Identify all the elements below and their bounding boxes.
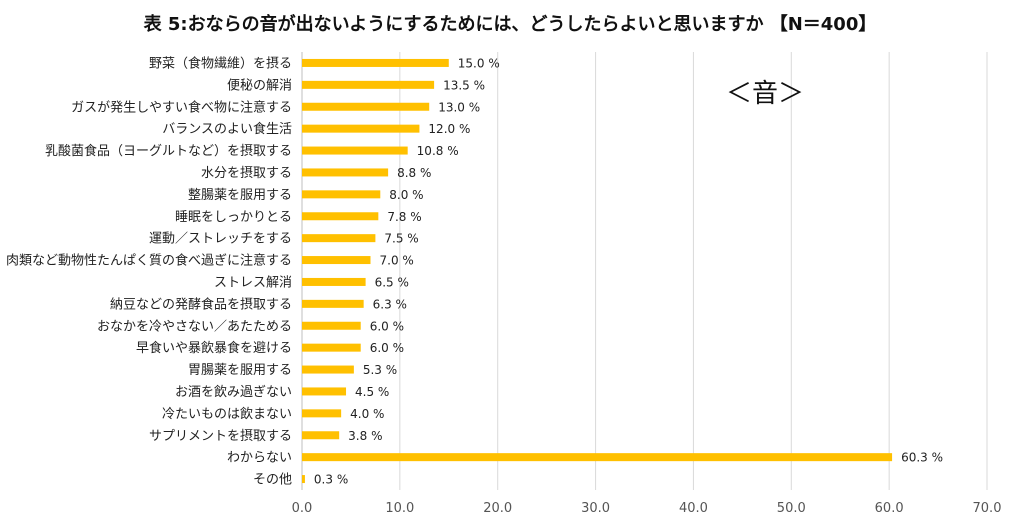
- bar: [302, 80, 435, 89]
- bar: [302, 475, 305, 484]
- category-label: 野菜（食物繊維）を摂る: [149, 55, 292, 71]
- bar: [302, 190, 381, 199]
- category-label: ストレス解消: [214, 275, 292, 290]
- category-label: 水分を摂取する: [201, 165, 292, 181]
- bar: [302, 146, 408, 155]
- x-tick-label: 0.0: [292, 501, 313, 516]
- value-label: 60.3 %: [901, 451, 943, 465]
- value-label: 13.5 %: [443, 78, 485, 92]
- x-axis-ticks: 0.0 10.0 20.0 30.0 40.0 50.0 60.0 70.0: [292, 501, 1002, 516]
- category-label: その他: [253, 473, 292, 488]
- bar: [302, 299, 364, 308]
- value-label: 8.8 %: [397, 166, 431, 180]
- category-label: バランスのよい食生活: [162, 121, 292, 137]
- value-labels: 15.0 % 13.5 % 13.0 % 12.0 % 10.8 % 8.8 % 8.0 %…: [314, 56, 943, 486]
- category-labels: 野菜（食物繊維）を摂る便秘の解消ガスが発生しやすい食べ物に注意するバランスのよい…: [6, 55, 292, 487]
- x-tick-label: 40.0: [679, 501, 708, 516]
- bar: [302, 453, 893, 462]
- bar: [302, 321, 361, 330]
- value-label: 12.0 %: [428, 122, 470, 136]
- chart-annotation: ＜音＞: [726, 79, 804, 109]
- x-tick-label: 70.0: [973, 501, 1002, 516]
- bar: [302, 256, 371, 265]
- bar: [302, 168, 389, 177]
- bar: [302, 409, 342, 418]
- value-label: 3.8 %: [348, 429, 382, 443]
- category-label: わからない: [227, 451, 292, 466]
- value-label: 13.0 %: [438, 100, 480, 114]
- category-label: 睡眠をしっかりとる: [175, 210, 292, 225]
- bar: [302, 365, 354, 374]
- value-label: 4.5 %: [355, 385, 389, 399]
- value-label: 6.3 %: [373, 297, 407, 311]
- category-label: ガスが発生しやすい食べ物に注意する: [71, 99, 292, 115]
- category-label: 整腸薬を服用する: [188, 188, 292, 203]
- bar: [302, 387, 347, 396]
- category-label: 納豆などの発酵食品を摂取する: [110, 296, 292, 312]
- bar: [302, 343, 361, 352]
- value-label: 5.3 %: [363, 363, 397, 377]
- x-tick-label: 20.0: [483, 501, 512, 516]
- bars: [302, 58, 893, 484]
- bar: [302, 431, 340, 440]
- chart-title: 表 5:おならの音が出ないようにするためには、どうしたらよいと思いますか 【N＝…: [144, 13, 877, 35]
- value-label: 7.5 %: [384, 232, 418, 246]
- value-label: 10.8 %: [417, 144, 459, 158]
- value-label: 6.5 %: [375, 275, 409, 289]
- value-label: 0.3 %: [314, 473, 348, 487]
- value-label: 7.8 %: [387, 210, 421, 224]
- bar: [302, 124, 420, 133]
- category-label: お酒を飲み過ぎない: [175, 384, 292, 400]
- category-label: 肉類など動物性たんぱく質の食べ過ぎに注意する: [6, 253, 292, 269]
- bar: [302, 58, 449, 67]
- category-label: おなかを冷やさない／あたためる: [97, 319, 292, 334]
- category-label: サプリメントを摂取する: [149, 428, 292, 444]
- value-label: 7.0 %: [380, 254, 414, 268]
- category-label: 便秘の解消: [227, 78, 292, 93]
- category-label: 早食いや暴飲暴食を避ける: [136, 340, 292, 356]
- bar: [302, 102, 430, 111]
- category-label: 冷たいものは飲まない: [162, 406, 292, 422]
- x-tick-label: 50.0: [777, 501, 806, 516]
- value-label: 15.0 %: [458, 56, 500, 70]
- value-label: 6.0 %: [370, 319, 404, 333]
- bar: [302, 234, 376, 243]
- category-label: 胃腸薬を服用する: [188, 363, 292, 378]
- bar: [302, 212, 379, 221]
- value-label: 8.0 %: [389, 188, 423, 202]
- x-tick-label: 60.0: [875, 501, 904, 516]
- value-label: 6.0 %: [370, 341, 404, 355]
- value-label: 4.0 %: [350, 407, 384, 421]
- x-tick-label: 10.0: [385, 501, 414, 516]
- x-tick-label: 30.0: [581, 501, 610, 516]
- bar: [302, 277, 366, 286]
- category-label: 乳酸菌食品（ヨーグルトなど）を摂取する: [45, 143, 292, 159]
- gridlines: [301, 52, 988, 490]
- category-label: 運動／ストレッチをする: [149, 232, 292, 247]
